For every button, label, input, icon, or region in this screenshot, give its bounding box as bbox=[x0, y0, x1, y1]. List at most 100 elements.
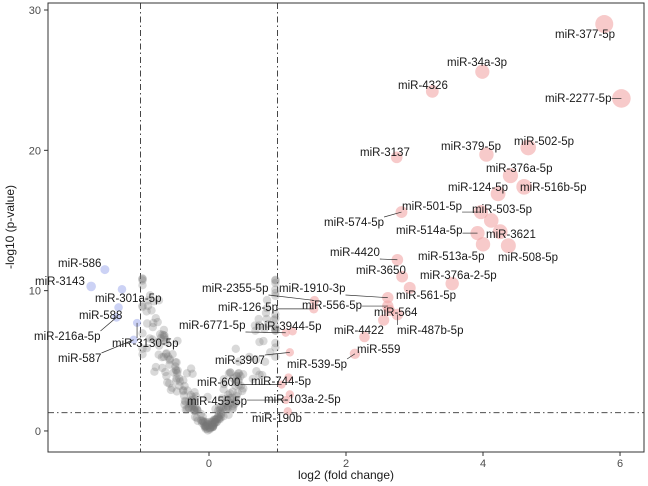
ns-point bbox=[161, 349, 171, 359]
label-leader-line bbox=[101, 339, 134, 354]
up-point bbox=[595, 15, 614, 34]
ns-point bbox=[207, 419, 217, 428]
point-label: miR-6771-5p bbox=[179, 320, 245, 332]
y-tick-label: 10 bbox=[29, 286, 41, 298]
ns-point bbox=[148, 322, 157, 332]
ns-point bbox=[163, 352, 173, 361]
up-point bbox=[475, 64, 490, 79]
point-label: miR-103a-2-5p bbox=[264, 394, 341, 406]
ns-point bbox=[209, 420, 219, 429]
ns-point bbox=[228, 393, 237, 402]
ns-point bbox=[190, 412, 200, 422]
point-label: miR-190b bbox=[252, 413, 302, 425]
ns-point bbox=[162, 371, 171, 381]
ns-point bbox=[208, 422, 218, 432]
up-point bbox=[378, 314, 390, 326]
ns-point bbox=[151, 362, 161, 372]
ns-point bbox=[217, 394, 227, 403]
point-label: miR-126-5p bbox=[218, 302, 278, 314]
ns-point bbox=[138, 274, 147, 283]
ns-point bbox=[271, 352, 280, 361]
point-label: miR-587 bbox=[58, 353, 101, 365]
ns-point bbox=[203, 421, 213, 430]
ns-point bbox=[186, 364, 196, 373]
up-point bbox=[492, 224, 508, 240]
up-point bbox=[359, 331, 370, 343]
ns-point bbox=[169, 368, 178, 377]
ns-point bbox=[211, 404, 220, 414]
label-leader-line bbox=[268, 294, 315, 301]
ns-point bbox=[180, 400, 189, 409]
ns-point bbox=[190, 406, 199, 416]
ns-point bbox=[203, 417, 213, 427]
x-tick-label: 0 bbox=[206, 458, 212, 470]
ns-point bbox=[188, 369, 197, 378]
ns-point bbox=[271, 338, 280, 348]
ns-point bbox=[171, 362, 180, 371]
ns-point bbox=[215, 403, 224, 412]
ns-point bbox=[250, 321, 260, 330]
up-point bbox=[283, 407, 292, 416]
point-label: miR-513a-5p bbox=[418, 251, 484, 263]
point-label: miR-559 bbox=[357, 344, 400, 356]
ns-point bbox=[179, 385, 188, 395]
ns-point bbox=[262, 295, 272, 305]
ns-point bbox=[228, 387, 237, 396]
ns-point bbox=[214, 409, 224, 419]
up-point bbox=[516, 179, 532, 195]
point-label: miR-4420 bbox=[330, 247, 380, 259]
ns-point bbox=[193, 406, 202, 415]
ns-point bbox=[186, 400, 195, 409]
up-point bbox=[445, 276, 459, 291]
point-label: miR-3621 bbox=[486, 229, 536, 241]
ns-point bbox=[156, 334, 165, 343]
point-label: miR-3143 bbox=[35, 276, 85, 288]
ns-point bbox=[271, 314, 280, 323]
ns-point bbox=[189, 405, 199, 414]
point-label: miR-376a-2-5p bbox=[420, 270, 497, 282]
ns-point bbox=[159, 352, 168, 362]
ns-point bbox=[202, 424, 212, 433]
ns-point bbox=[162, 337, 171, 347]
point-label: miR-3130-5p bbox=[112, 338, 178, 350]
ns-point bbox=[157, 353, 167, 362]
ns-point bbox=[151, 314, 160, 323]
ns-point bbox=[171, 358, 180, 367]
ns-point bbox=[158, 363, 167, 373]
ns-point bbox=[216, 410, 225, 419]
ns-point bbox=[255, 370, 264, 379]
point-label: miR-556-5p bbox=[302, 300, 362, 312]
ns-point bbox=[138, 350, 147, 359]
ns-point bbox=[226, 368, 235, 377]
point-label: miR-377-5p bbox=[555, 29, 615, 41]
ns-point bbox=[211, 415, 221, 424]
ns-point bbox=[255, 337, 264, 347]
point-label: miR-3137 bbox=[360, 147, 410, 159]
point-label: miR-4422 bbox=[334, 325, 384, 337]
point-label: miR-2355-5p bbox=[202, 283, 268, 295]
ns-point bbox=[154, 350, 163, 359]
ns-point bbox=[251, 355, 261, 364]
ns-point bbox=[197, 416, 206, 425]
ns-point bbox=[205, 424, 215, 433]
point-label: miR-124-5p bbox=[448, 182, 508, 194]
ns-point bbox=[207, 417, 216, 426]
ns-point bbox=[228, 401, 237, 411]
ns-point bbox=[222, 394, 231, 403]
ns-point bbox=[181, 405, 190, 414]
up-point bbox=[285, 390, 295, 399]
ns-point bbox=[232, 371, 241, 380]
ns-point bbox=[202, 419, 211, 428]
ns-point bbox=[142, 307, 151, 316]
ns-point bbox=[182, 404, 192, 414]
point-label: miR-586 bbox=[58, 258, 101, 270]
x-axis: 0 2 4 6 bbox=[206, 452, 623, 470]
down-point bbox=[86, 281, 96, 292]
ns-point bbox=[171, 365, 180, 375]
ns-point bbox=[213, 406, 223, 415]
point-label: miR-508-5p bbox=[498, 252, 558, 264]
ns-point bbox=[245, 352, 254, 362]
ns-point bbox=[223, 390, 233, 399]
point-label: miR-502-5p bbox=[514, 136, 574, 148]
ns-point bbox=[143, 296, 153, 305]
